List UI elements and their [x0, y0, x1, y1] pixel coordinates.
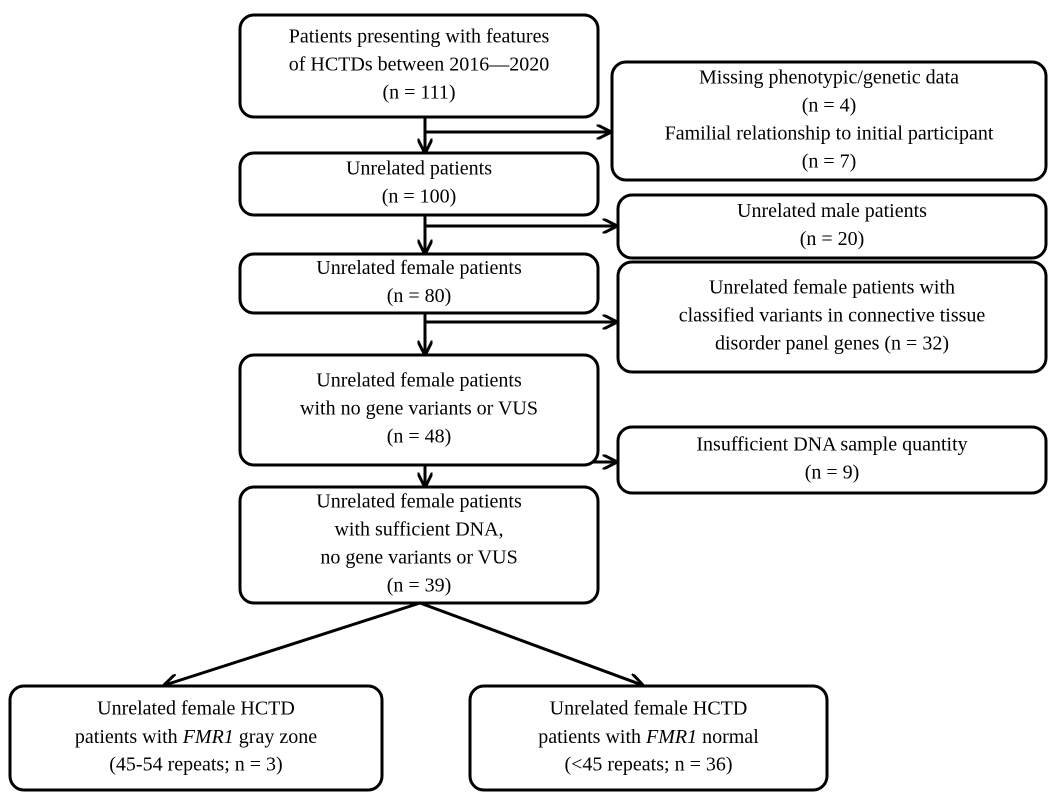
- node-text: Patients presenting with features: [289, 26, 550, 48]
- node-box: [616, 425, 1048, 495]
- node-text: Unrelated female HCTD: [97, 698, 295, 720]
- node-text: (n = 100): [382, 186, 457, 208]
- node: Unrelated female patients with classified…: [616, 260, 1048, 374]
- text-span: patients with: [538, 726, 646, 748]
- node-text: Unrelated female patients with: [709, 277, 955, 299]
- node-text: with sufficient DNA,: [334, 519, 503, 541]
- text-span: patients with: [75, 726, 183, 748]
- text-span: normal: [697, 726, 759, 748]
- node-text: (n = 20): [800, 228, 865, 250]
- node: Unrelated female patients with sufficient…: [238, 485, 600, 605]
- node-box: [610, 60, 1048, 182]
- node-text: Missing phenotypic/genetic data: [699, 67, 959, 89]
- node-text: (n = 7): [802, 151, 857, 173]
- node-text: Familial relationship to initial partici…: [665, 123, 994, 145]
- text-span: gray zone: [234, 726, 317, 748]
- node-text: (n = 9): [805, 462, 860, 484]
- node-box: [238, 353, 600, 467]
- arrow: [165, 601, 421, 685]
- node-text: Unrelated female patients: [316, 370, 522, 392]
- node-text: no gene variants or VUS: [320, 547, 517, 569]
- node-box: [468, 684, 829, 792]
- node-text: (<45 repeats; n = 36): [564, 754, 732, 776]
- node: Unrelated female HCTD patients with FMR1 …: [468, 684, 829, 792]
- node-text: Unrelated female patients: [316, 491, 522, 513]
- node: Unrelated male patients (n = 20): [616, 193, 1048, 260]
- node-text: Unrelated patients: [346, 158, 492, 180]
- node-text: of HCTDs between 2016—2020: [289, 54, 550, 76]
- node-box: [238, 252, 600, 315]
- node: Insufficient DNA sample quantity (n = 9): [616, 425, 1048, 495]
- node-text: Insufficient DNA sample quantity: [696, 434, 967, 456]
- node: Unrelated female patients (n = 80): [238, 252, 600, 315]
- node-text: disorder panel genes (n = 32): [715, 333, 949, 355]
- connectors: [165, 117, 642, 685]
- node-text: Unrelated female HCTD: [550, 698, 748, 720]
- node-text: (n = 39): [387, 575, 452, 597]
- node: Unrelated female HCTD patients with FMR1 …: [8, 684, 384, 792]
- node-box: [616, 260, 1048, 374]
- node-text: Unrelated male patients: [737, 200, 927, 222]
- node-box: [616, 193, 1048, 260]
- node: Unrelated patients (n = 100): [238, 151, 600, 217]
- text-span: FMR1: [182, 726, 234, 748]
- node-box: [238, 13, 600, 119]
- node-text: patients with FMR1 gray zone: [75, 726, 317, 748]
- arrow: [419, 601, 642, 685]
- node-text: Unrelated female patients: [316, 257, 522, 279]
- text-span: FMR1: [645, 726, 697, 748]
- node-text: (45-54 repeats; n = 3): [109, 754, 282, 776]
- node-text: (n = 80): [387, 285, 452, 307]
- node-box: [238, 151, 600, 217]
- node-text: classified variants in connective tissue: [679, 305, 986, 327]
- node: Unrelated female patients with no gene va…: [238, 353, 600, 467]
- node-box: [238, 485, 600, 605]
- node-text: patients with FMR1 normal: [538, 726, 759, 748]
- node: Missing phenotypic/genetic data (n = 4) Fa…: [610, 60, 1048, 182]
- node-text: with no gene variants or VUS: [300, 398, 538, 420]
- node-text: (n = 4): [802, 95, 857, 117]
- node: Patients presenting with features of HCTD…: [238, 13, 600, 119]
- node-box: [8, 684, 384, 792]
- node-text: (n = 48): [387, 426, 452, 448]
- node-text: (n = 111): [382, 82, 455, 104]
